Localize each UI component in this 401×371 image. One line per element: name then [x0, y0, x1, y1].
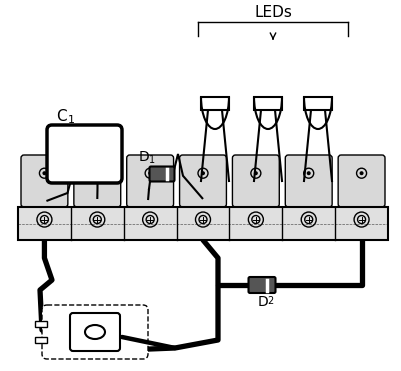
Circle shape: [95, 171, 99, 175]
FancyBboxPatch shape: [21, 155, 68, 207]
FancyBboxPatch shape: [74, 155, 120, 207]
FancyBboxPatch shape: [42, 305, 148, 359]
Text: 1: 1: [149, 155, 155, 165]
Text: LEDs: LEDs: [253, 5, 291, 20]
Bar: [35, 337, 47, 343]
Bar: [35, 321, 47, 327]
FancyBboxPatch shape: [232, 155, 279, 207]
Circle shape: [358, 171, 363, 175]
Text: D: D: [257, 295, 268, 309]
Ellipse shape: [85, 325, 105, 339]
FancyBboxPatch shape: [126, 155, 173, 207]
Text: 1: 1: [68, 115, 75, 125]
Circle shape: [306, 171, 310, 175]
FancyBboxPatch shape: [179, 155, 226, 207]
FancyBboxPatch shape: [337, 155, 384, 207]
FancyBboxPatch shape: [47, 125, 122, 183]
Bar: [200, 97, 229, 110]
Text: 2: 2: [266, 296, 273, 306]
FancyBboxPatch shape: [248, 277, 275, 293]
FancyBboxPatch shape: [285, 155, 331, 207]
Circle shape: [200, 171, 205, 175]
Bar: [253, 97, 281, 110]
Circle shape: [253, 171, 257, 175]
Bar: [303, 97, 331, 110]
FancyBboxPatch shape: [149, 167, 174, 181]
Text: C: C: [56, 109, 67, 124]
Bar: [18, 207, 387, 240]
Circle shape: [148, 171, 152, 175]
FancyBboxPatch shape: [70, 313, 120, 351]
Text: D: D: [139, 150, 150, 164]
Circle shape: [43, 171, 46, 175]
